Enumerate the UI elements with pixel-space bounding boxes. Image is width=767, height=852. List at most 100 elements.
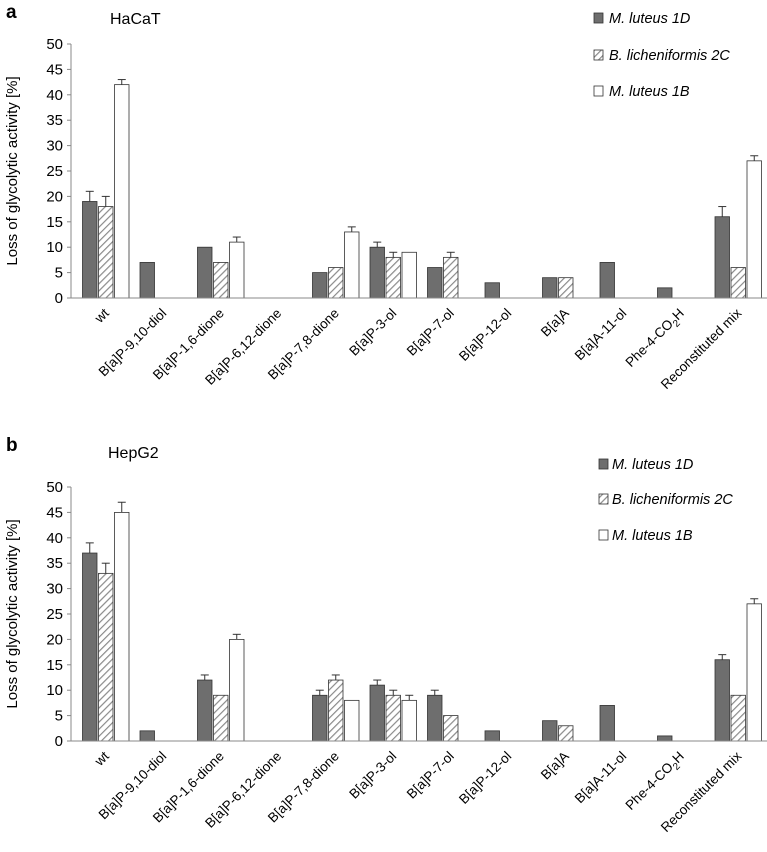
panel-a-bar xyxy=(312,272,328,299)
panel-b-legend-swatch-m-luteus-1b xyxy=(598,529,609,541)
panel-a-bar xyxy=(213,262,229,299)
panel-b-bar xyxy=(657,735,673,742)
panel-b-x-label: B[a]A xyxy=(538,749,572,783)
panel-b-bar xyxy=(443,715,459,742)
panel-b-bar xyxy=(427,694,443,742)
panel-a-legend: M. luteus 1D B. licheniformis 2C M. lute… xyxy=(593,11,730,100)
panel-b-x-labels: wtB[a]P-9,10-diolB[a]P-1,6-dioneB[a]P-6,… xyxy=(91,748,745,835)
panel-b-bar xyxy=(344,699,360,742)
panel-b-bar xyxy=(139,730,155,742)
panel-a-legend-swatch-m-luteus-1b xyxy=(593,85,604,97)
panel-a-bars xyxy=(82,79,762,299)
panel-a-bar xyxy=(427,267,443,299)
panel-b-bar xyxy=(82,552,98,742)
panel-b-bar xyxy=(328,679,344,742)
panel-b-bar xyxy=(369,684,385,742)
panel-a-bar xyxy=(114,84,130,299)
panel-b-bar xyxy=(312,694,328,742)
panel-b-bar xyxy=(401,699,417,742)
panel-b-bar xyxy=(385,694,401,742)
panel-a-y-tick-label: 30 xyxy=(46,138,63,155)
panel-a-bar xyxy=(229,241,245,299)
panel-a-title: HaCaT xyxy=(110,11,161,28)
panel-a-x-label: B[a]A xyxy=(538,306,572,340)
panel-a-bar xyxy=(730,267,746,299)
panel-b-x-label: Reconstituted mix xyxy=(658,748,745,835)
panel-b-y-tick-label: 30 xyxy=(46,581,63,598)
panel-b-y-tick-label: 15 xyxy=(46,657,63,674)
panel-b-y-tick-label: 5 xyxy=(55,708,63,725)
panel-a-y-tick-label: 50 xyxy=(46,36,63,53)
panel-a-y-axis-label: Loss of glycolytic activity [%] xyxy=(4,76,21,265)
panel-b-y-tick-label: 45 xyxy=(46,504,63,521)
panel-b-legend: M. luteus 1D B. licheniformis 2C M. lute… xyxy=(598,457,733,544)
panel-b-letter: b xyxy=(6,435,18,456)
panel-a-legend-swatch-m-luteus-1d xyxy=(593,12,604,24)
panel-a-bar xyxy=(746,160,762,299)
panel-b-y-axis-label: Loss of glycolytic activity [%] xyxy=(4,519,21,708)
panel-a-bar xyxy=(484,282,500,299)
panel-a-letter: a xyxy=(6,2,17,23)
panel-b-x-label: B[a]P-7-ol xyxy=(404,749,457,802)
panel-a-bar xyxy=(714,216,730,299)
panel-a-bar xyxy=(344,231,360,299)
panel-b-x-label: B[a]P-3-ol xyxy=(346,749,399,802)
panel-a-x-label: B[a]A-11-ol xyxy=(572,306,630,364)
panel-a-bar xyxy=(542,277,558,299)
panel-b-bar xyxy=(197,679,213,742)
panel-b-legend-swatch-b-licheniformis-2c xyxy=(598,493,609,505)
panel-a-bar xyxy=(98,206,114,299)
panel-a-y-tick-label: 10 xyxy=(46,239,63,256)
panel-a-x-label: Reconstituted mix xyxy=(658,305,745,392)
panel-b-legend-label-m-luteus-1b: M. luteus 1B xyxy=(612,528,693,544)
panel-a-bar xyxy=(328,267,344,299)
panel-b-y-tick-label: 0 xyxy=(55,733,63,750)
panel-a-y-tick-label: 15 xyxy=(46,214,63,231)
panel-b-bar xyxy=(599,705,615,742)
panel-b-y-ticks: 0 5 10 15 20 25 30 35 40 45 50 xyxy=(46,479,71,750)
panel-b-y-tick-label: 50 xyxy=(46,479,63,496)
panel-a-bar xyxy=(599,262,615,299)
panel-b-chart: b HepG2 Loss of glycolytic activity [%] … xyxy=(4,435,767,835)
panel-a-bar xyxy=(558,277,574,299)
panel-a-y-tick-label: 45 xyxy=(46,61,63,78)
panel-b-y-tick-label: 40 xyxy=(46,530,63,547)
panel-a-bar xyxy=(82,201,98,299)
panel-a-legend-swatch-b-licheniformis-2c xyxy=(593,49,604,61)
panel-a-legend-label-m-luteus-1d: M. luteus 1D xyxy=(609,11,690,27)
panel-b-title: HepG2 xyxy=(108,445,159,462)
panel-b-x-label: B[a]A-11-ol xyxy=(572,749,630,807)
panel-a-legend-label-b-licheniformis-2c: B. licheniformis 2C xyxy=(609,48,730,64)
panel-a-bar xyxy=(401,251,417,299)
panel-b-legend-swatch-m-luteus-1d xyxy=(598,458,609,470)
panel-a-x-label: B[a]P-3-ol xyxy=(346,306,399,359)
panel-a-y-tick-label: 35 xyxy=(46,112,63,129)
panel-a-y-tick-label: 25 xyxy=(46,163,63,180)
panel-b-x-label: B[a]P-12-ol xyxy=(456,749,514,807)
panel-a-y-tick-label: 5 xyxy=(55,265,63,282)
panel-a-y-tick-label: 0 xyxy=(55,290,63,307)
panel-b-bar xyxy=(98,572,114,742)
panel-a-x-label: B[a]P-7-ol xyxy=(404,306,457,359)
panel-a-y-ticks: 0 5 10 15 20 25 30 35 40 45 50 xyxy=(46,36,71,307)
panel-a-bar xyxy=(385,256,401,299)
panel-a-bar xyxy=(369,246,385,299)
panel-b-bar xyxy=(746,603,762,742)
panel-b-bar xyxy=(558,725,574,742)
panel-a-chart: a HaCaT Loss of glycolytic activity [%] … xyxy=(4,2,767,392)
panel-b-bars xyxy=(82,501,762,742)
panel-a-x-label: wt xyxy=(91,305,112,326)
panel-b-y-tick-label: 25 xyxy=(46,606,63,623)
panel-b-y-tick-label: 20 xyxy=(46,631,63,648)
panel-a-legend-label-m-luteus-1b: M. luteus 1B xyxy=(609,84,690,100)
panel-b-x-label: wt xyxy=(91,748,112,769)
panel-a-bar xyxy=(197,246,213,299)
panel-b-bar xyxy=(542,720,558,742)
panel-a-x-label: B[a]P-12-ol xyxy=(456,306,514,364)
panel-a-x-labels: wtB[a]P-9,10-diolB[a]P-1,6-dioneB[a]P-6,… xyxy=(91,305,745,392)
panel-b-y-tick-label: 10 xyxy=(46,682,63,699)
panel-b-bar xyxy=(213,694,229,742)
panel-b-bar xyxy=(484,730,500,742)
panel-b-legend-label-b-licheniformis-2c: B. licheniformis 2C xyxy=(612,492,733,508)
